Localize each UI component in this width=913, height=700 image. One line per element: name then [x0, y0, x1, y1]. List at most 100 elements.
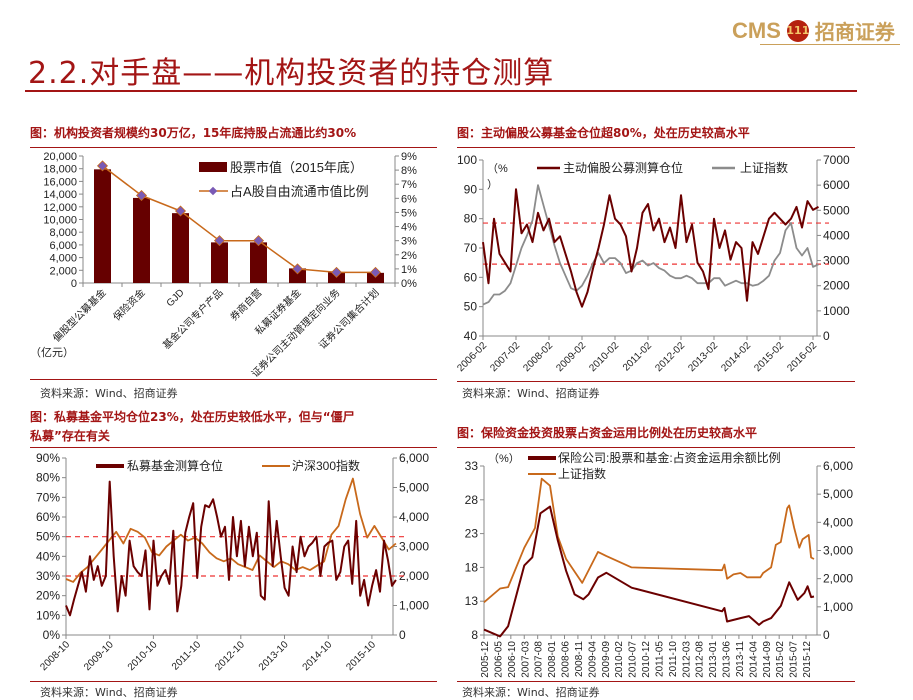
chart2-x-tick-label: 2012-02 — [653, 340, 687, 374]
logo-text: CMS — [732, 17, 781, 43]
chart3-series-index-line — [65, 477, 397, 583]
chart2-x-tick-label: 2007-02 — [488, 340, 522, 374]
chart4-x-tick-label: 2009-09 — [601, 641, 612, 678]
chart4-x-tick-label: 2015-12 — [802, 641, 813, 678]
chart3-x-tick-label: 2011-10 — [170, 639, 204, 673]
chart4-left-tick-label: 28 — [465, 493, 479, 507]
chart4-legend-ratio-label: 保险公司:股票和基金:占资金运用余额比例 — [558, 450, 781, 465]
chart2-x-tick-label: 2015-02 — [752, 340, 786, 374]
chart4-left-tick-label: 13 — [465, 594, 479, 608]
chart1-legend-line-label: 占A股自由流通市值比例 — [230, 184, 369, 199]
chart4-x-tick-label: 2010-02 — [614, 641, 625, 678]
chart2-left-tick-label: 100 — [457, 153, 477, 167]
chart3-legend-position-label: 私募基金测算仓位 — [127, 458, 223, 473]
chart2-left-tick-label: 70 — [464, 241, 478, 255]
chart2-right-tick-label: 3000 — [823, 254, 850, 268]
chart3-title-line2: 私募”存在有关 — [30, 429, 110, 443]
chart1-title: 图：机构投资者规模约30万亿，15年底持股占流通比约30% — [30, 126, 357, 140]
chart1-right-tick-label: 4% — [401, 222, 417, 234]
chart3-right-tick-label: 3,000 — [399, 540, 429, 554]
chart4-title-rule — [457, 447, 855, 448]
chart4-x-tick-label: 2009-04 — [587, 641, 598, 678]
chart2-series-primary-line — [482, 188, 819, 308]
chart2-right-tick-label: 7000 — [823, 153, 850, 167]
chart4-left-tick-label: 18 — [465, 560, 479, 574]
chart3-title-rule — [30, 447, 437, 448]
chart1-right-tick-label: 8% — [401, 165, 417, 177]
chart2-right-tick-label: 1000 — [823, 304, 850, 318]
chart4-right-tick-label: 6,000 — [823, 459, 853, 473]
chart2-title: 图：主动偏股公募基金仓位超80%，处在历史较高水平 — [457, 126, 750, 140]
chart3-left-tick-label: 60% — [36, 510, 60, 524]
chart4-right-tick-label: 5,000 — [823, 487, 853, 501]
chart1-source-rule — [30, 379, 437, 380]
chart2-left-tick-label: 80 — [464, 212, 478, 226]
chart1-bar — [289, 268, 306, 283]
chart1-ratio-marker — [369, 266, 382, 278]
chart1-ratio-marker — [135, 189, 148, 202]
chart4-x-tick-label: 2011-10 — [668, 641, 679, 677]
chart2-source: 资料来源：Wind、招商证券 — [462, 387, 600, 400]
chart3-x-tick-label: 2010-10 — [126, 639, 160, 673]
chart4-left-tick-label: 23 — [465, 527, 479, 541]
chart2-unit-label-close: ） — [487, 178, 498, 191]
chart2-right-tick-label: 5000 — [823, 203, 850, 217]
chart4-x-tick-label: 2010-07 — [628, 641, 639, 678]
chart2-right-tick-label: 0 — [823, 329, 830, 343]
chart4-x-tick-label: 2013-11 — [735, 641, 746, 677]
chart3-x-tick-label: 2013-10 — [257, 639, 291, 673]
chart2-x-tick-label: 2008-02 — [521, 340, 555, 374]
chart3-x-tick-label: 2008-10 — [38, 639, 72, 673]
chart1-category-label: 偏股型公募基金 — [50, 286, 109, 345]
chart1-right-tick-label: 3% — [401, 236, 417, 248]
chart4-unit-label: （%） — [488, 452, 520, 465]
chart2-legend-index-label: 上证指数 — [740, 160, 788, 175]
chart3-left-tick-label: 10% — [36, 608, 60, 622]
chart3-left-tick-label: 0% — [43, 628, 61, 642]
chart1-left-tick-label: 6,000 — [49, 240, 77, 252]
chart4-left-tick-label: 33 — [465, 459, 479, 473]
chart1-left-tick-label: 12,000 — [43, 202, 77, 214]
chart1-left-tick-label: 20,000 — [43, 151, 77, 163]
chart1-left-tick-label: 14,000 — [43, 189, 77, 201]
chart3-right-tick-label: 5,000 — [399, 481, 429, 495]
chart4-right-tick-label: 4,000 — [823, 515, 853, 529]
chart1-left-tick-label: 2,000 — [49, 265, 77, 277]
chart4-x-tick-label: 2006-05 — [493, 641, 504, 678]
chart4-x-tick-label: 2011-05 — [654, 641, 665, 677]
chart3-right-tick-label: 2,000 — [399, 569, 429, 583]
chart2-left-tick-label: 90 — [464, 182, 478, 196]
chart3-left-tick-label: 40% — [36, 549, 60, 563]
chart3-left-tick-label: 50% — [36, 530, 60, 544]
chart1-unit-label: （亿元） — [30, 346, 74, 359]
chart3-right-tick-label: 4,000 — [399, 510, 429, 524]
chart3-right-tick-label: 1,000 — [399, 599, 429, 613]
chart1-left-tick-label: 16,000 — [43, 176, 77, 188]
chart4-x-tick-label: 2007-03 — [520, 641, 531, 678]
chart2-left-tick-label: 40 — [464, 329, 478, 343]
chart3-legend-index-label: 沪深300指数 — [292, 458, 360, 473]
chart1-bar — [250, 242, 267, 283]
chart4-x-tick-label: 2012-03 — [681, 641, 692, 678]
chart3-x-tick-label: 2009-10 — [82, 639, 116, 673]
chart2-x-tick-label: 2013-02 — [686, 340, 720, 374]
chart4-right-tick-label: 0 — [823, 628, 830, 642]
chart4-x-tick-label: 2007-08 — [534, 641, 545, 678]
chart1-right-tick-label: 1% — [401, 264, 417, 276]
chart3-left-tick-label: 80% — [36, 471, 60, 485]
chart2-right-tick-label: 4000 — [823, 228, 850, 242]
chart3-x-tick-label: 2014-10 — [301, 639, 335, 673]
chart3-right-tick-label: 6,000 — [399, 451, 429, 465]
chart1-right-tick-label: 0% — [401, 278, 417, 290]
chart1-right-tick-label: 5% — [401, 207, 417, 219]
chart2-unit-label: （% — [487, 162, 508, 175]
chart2-legend-position-label: 主动偏股公募测算仓位 — [563, 160, 683, 175]
chart3-right-tick-label: 0 — [399, 628, 406, 642]
chart1-ratio-marker — [330, 266, 343, 278]
chart2-right-tick-label: 2000 — [823, 279, 850, 293]
chart2-x-tick-label: 2010-02 — [587, 340, 621, 374]
chart2-left-tick-label: 60 — [464, 270, 478, 284]
chart4-x-tick-label: 2006-10 — [507, 641, 518, 678]
chart4-x-tick-label: 2013-06 — [722, 641, 733, 678]
